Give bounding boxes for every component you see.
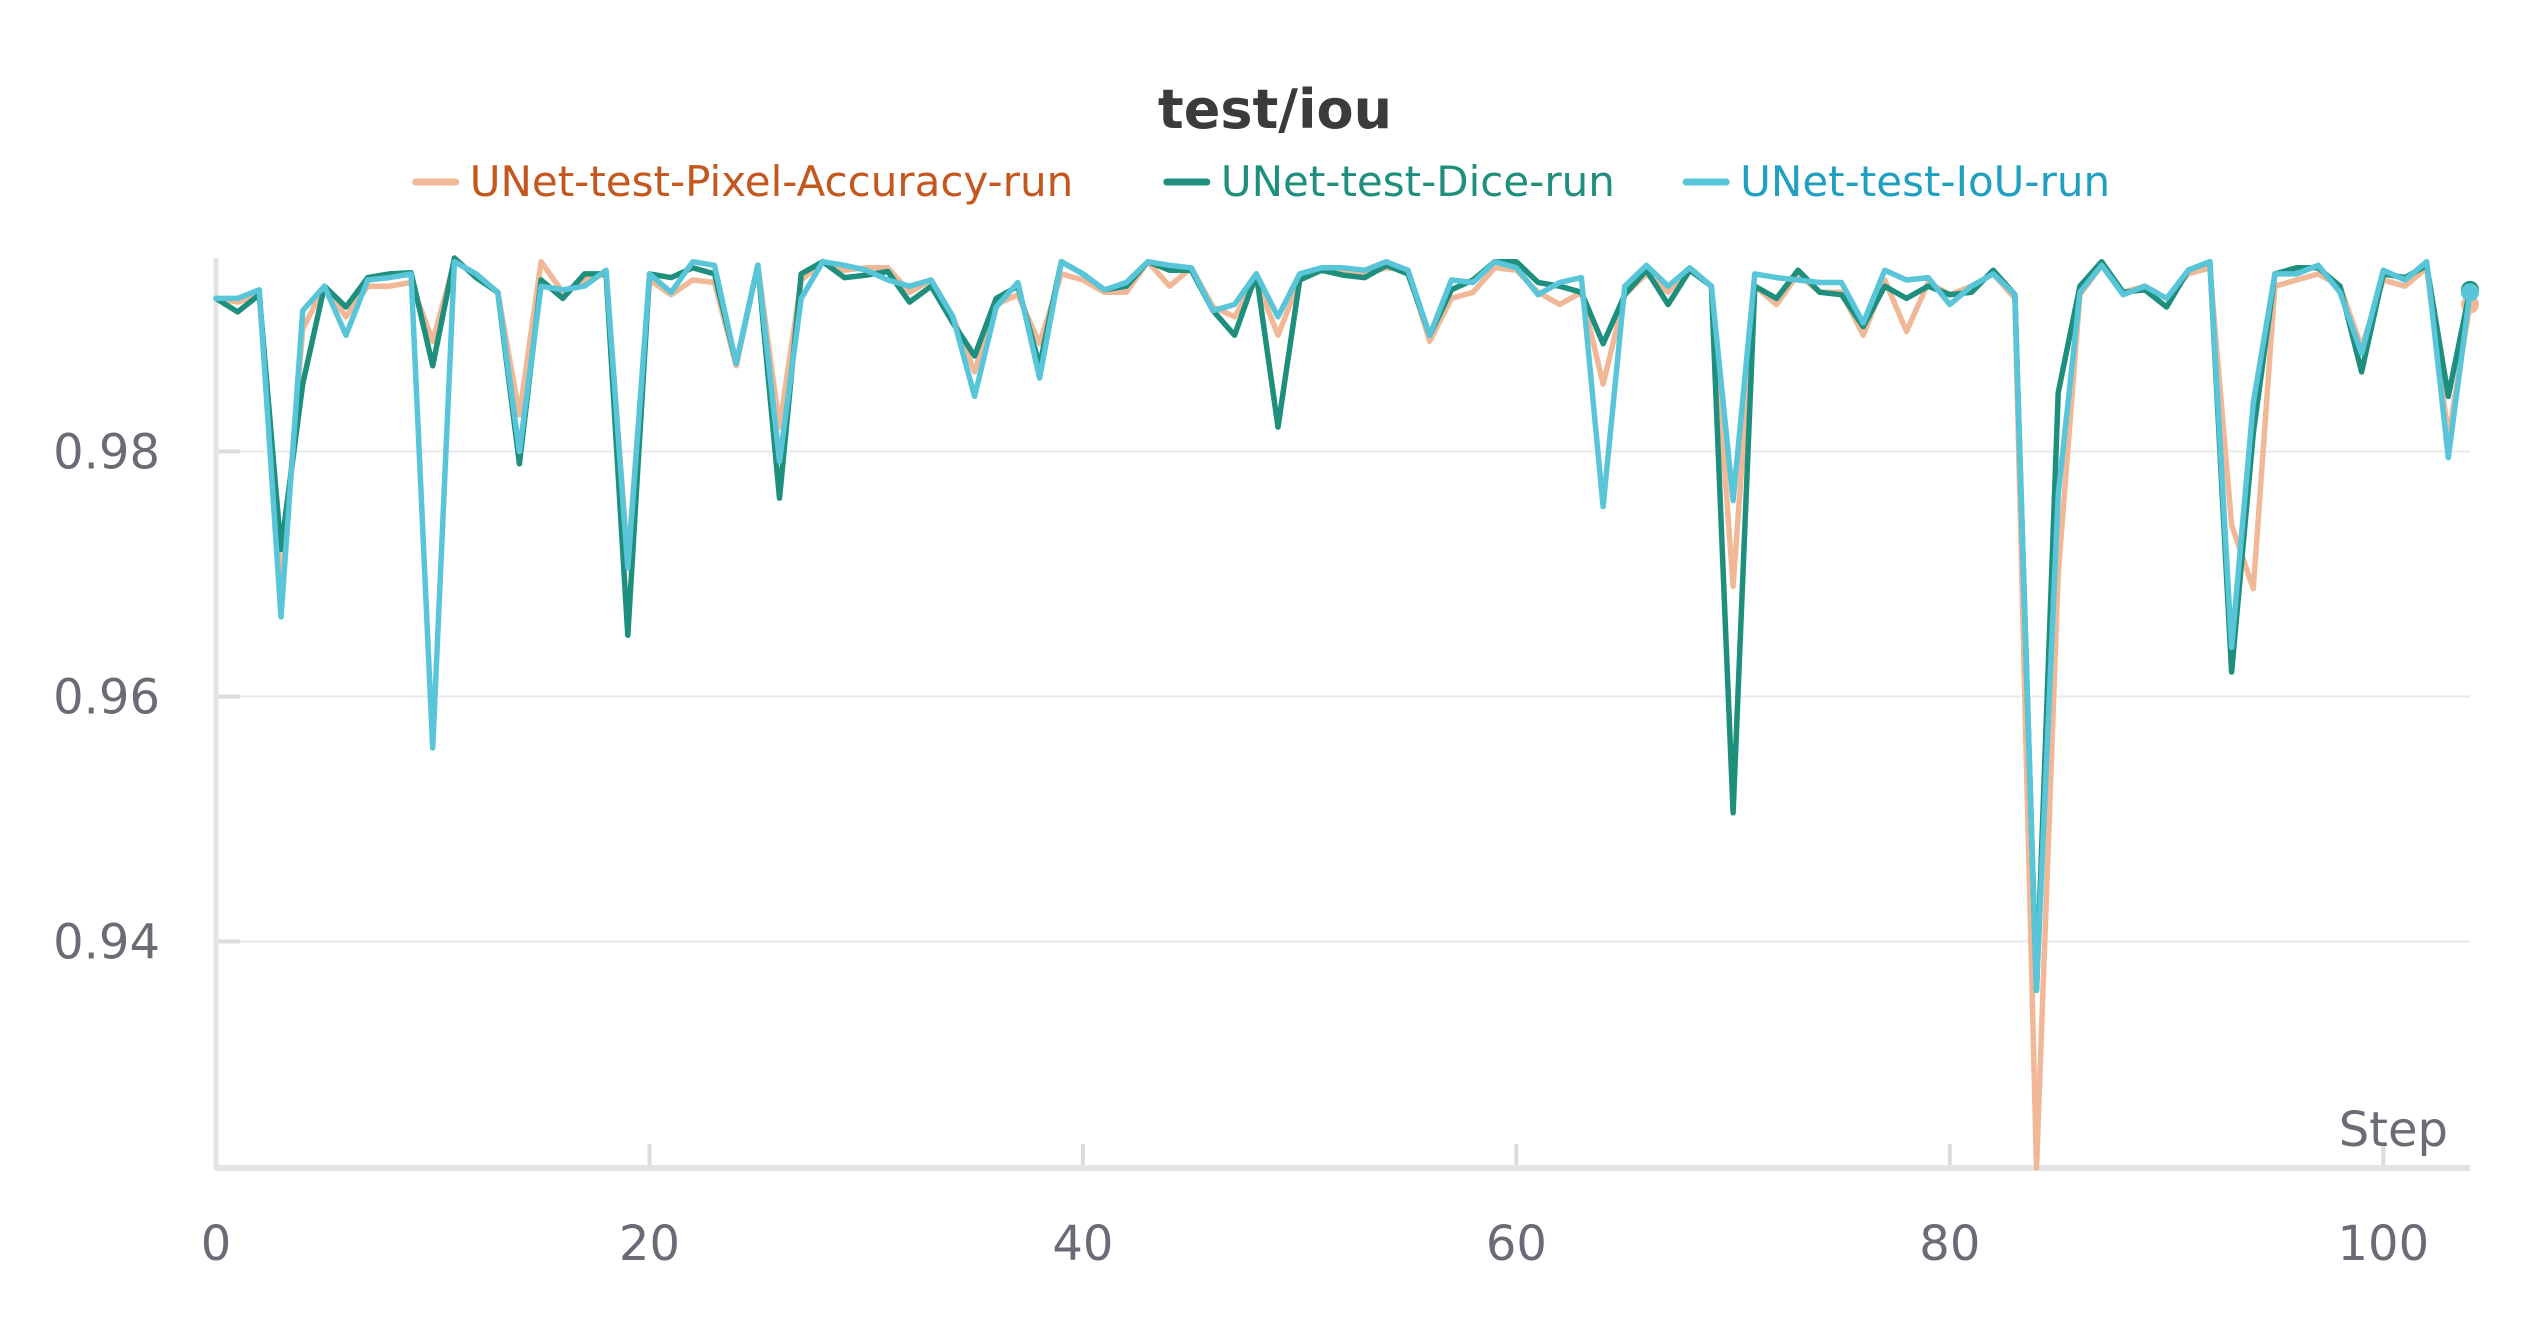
legend-item-1[interactable]: UNet-test-Dice-run: [1163, 157, 1615, 206]
chart-title: test/iou: [1158, 78, 1392, 141]
legend-label-2: UNet-test-IoU-run: [1740, 157, 2110, 206]
y-axis-ticks: 0.94 0.96 0.98: [53, 425, 240, 970]
grid-lines: [216, 450, 2470, 943]
y-tick-label-0: 0.94: [53, 914, 160, 970]
y-tick-label-1: 0.96: [53, 669, 160, 725]
series-lines: [213, 255, 2479, 1171]
series-end-point-2: [2461, 283, 2479, 302]
series-line-0: [213, 258, 2473, 1171]
x-tick-label-2: 40: [1052, 1216, 1113, 1272]
legend-item-0[interactable]: UNet-test-Pixel-Accuracy-run: [412, 157, 1073, 206]
legend-label-1: UNet-test-Dice-run: [1221, 157, 1615, 206]
legend-item-2[interactable]: UNet-test-IoU-run: [1682, 157, 2110, 206]
x-tick-label-4: 80: [1919, 1216, 1980, 1272]
x-axis-label: Step: [2339, 1102, 2448, 1158]
series-line-1: [213, 255, 2473, 994]
x-tick-label-0: 0: [201, 1216, 232, 1272]
x-tick-label-5: 100: [2337, 1216, 2429, 1272]
x-tick-label-1: 20: [619, 1216, 680, 1272]
x-tick-label-3: 60: [1486, 1216, 1547, 1272]
x-axis-ticks: 0 20 40 60 80 100: [201, 1144, 2429, 1272]
series-line-2: [213, 258, 2473, 994]
legend-label-0: UNet-test-Pixel-Accuracy-run: [470, 157, 1073, 206]
y-tick-label-2: 0.98: [53, 425, 160, 481]
legend: UNet-test-Pixel-Accuracy-run UNet-test-Di…: [412, 157, 2110, 206]
